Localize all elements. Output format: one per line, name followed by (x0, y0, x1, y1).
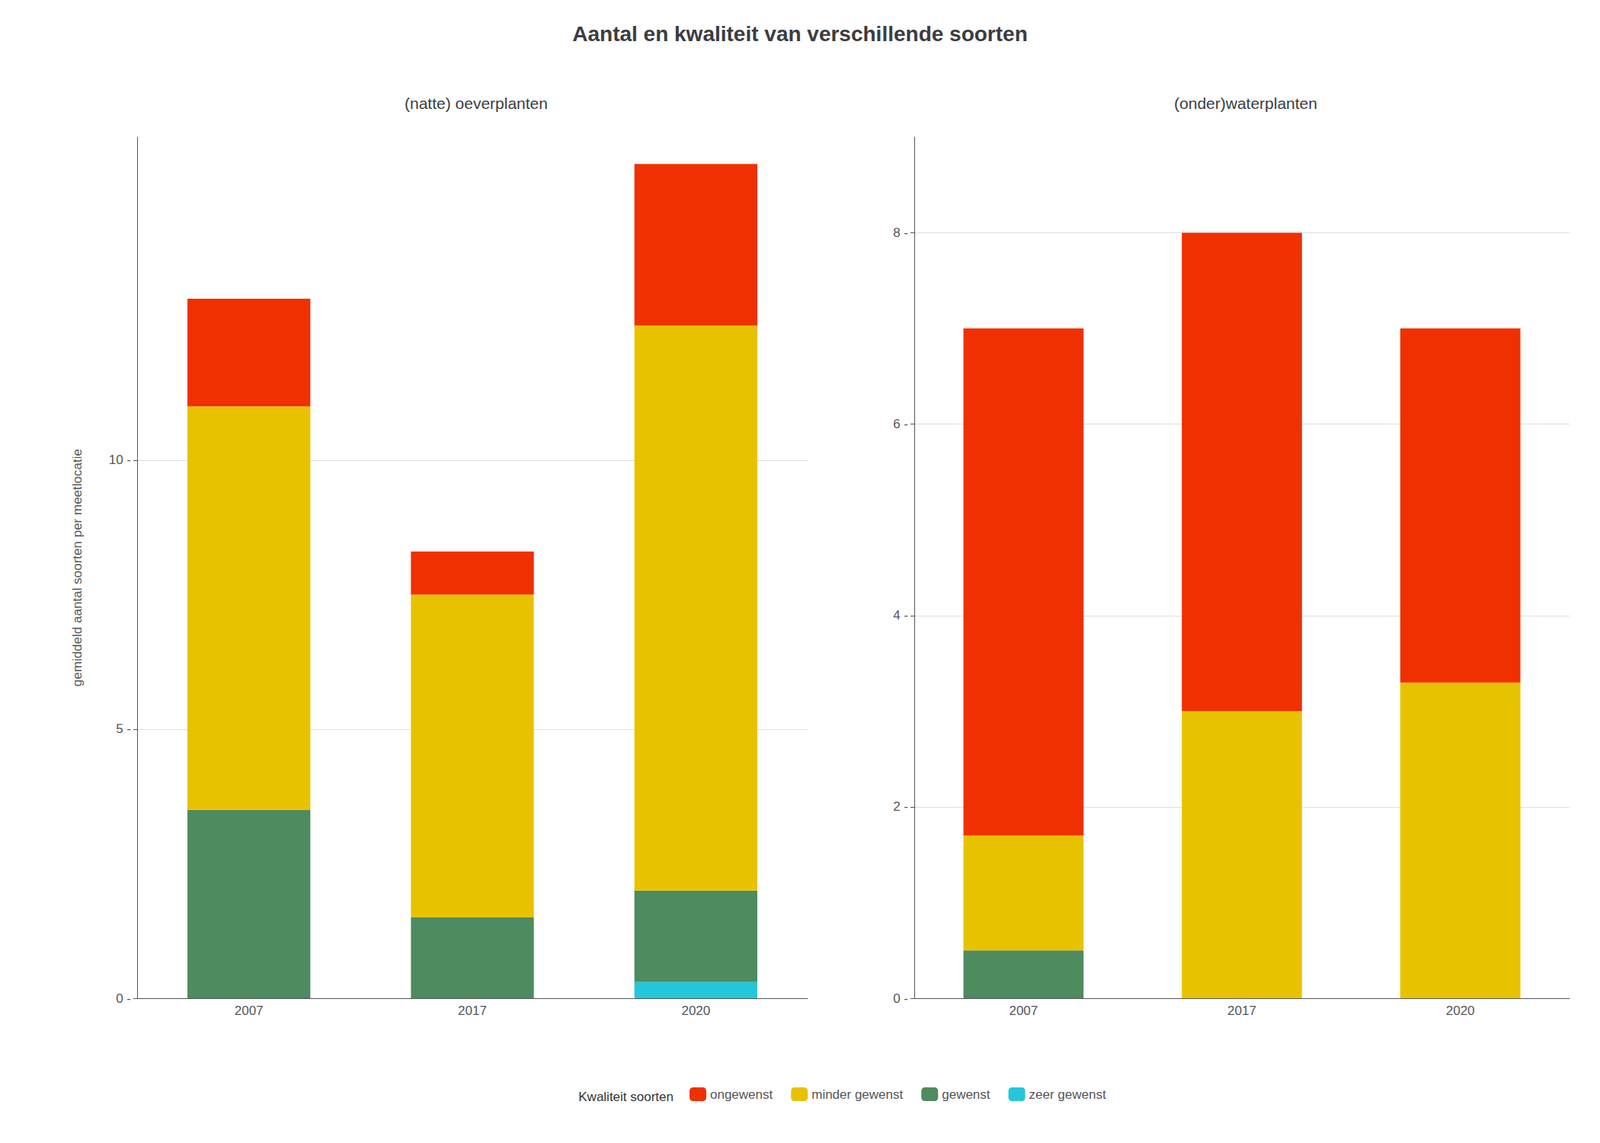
svg-text:(natte) oeverplanten: (natte) oeverplanten (404, 94, 548, 112)
svg-text:(onder)waterplanten: (onder)waterplanten (1174, 94, 1318, 112)
svg-text:2017: 2017 (457, 1003, 487, 1018)
svg-text:2020: 2020 (681, 1003, 711, 1018)
svg-text:2020: 2020 (1446, 1003, 1476, 1018)
svg-text:6 -: 6 - (892, 416, 909, 432)
svg-text:Aantal en kwaliteit van versch: Aantal en kwaliteit van verschillende so… (572, 22, 1028, 46)
svg-text:gewenst: gewenst (941, 1087, 991, 1102)
svg-text:4 -: 4 - (892, 608, 909, 623)
svg-text:5 -: 5 - (115, 721, 132, 736)
svg-text:2 -: 2 - (892, 799, 909, 814)
svg-text:gemiddeld aantal soorten per m: gemiddeld aantal soorten per meetlocatie (70, 448, 85, 687)
svg-text:2007: 2007 (1008, 1003, 1038, 1018)
svg-text:2007: 2007 (234, 1003, 264, 1018)
svg-text:8 -: 8 - (892, 225, 909, 240)
svg-text:0 -: 0 - (115, 991, 132, 1006)
svg-text:10 -: 10 - (108, 452, 132, 468)
svg-text:ongewenst: ongewenst (710, 1087, 774, 1102)
svg-text:0 -: 0 - (892, 991, 909, 1006)
svg-text:2017: 2017 (1227, 1003, 1257, 1018)
svg-text:zeer gewenst: zeer gewenst (1029, 1087, 1107, 1102)
svg-text:Kwaliteit soorten: Kwaliteit soorten (578, 1089, 674, 1104)
svg-text:minder gewenst: minder gewenst (811, 1087, 903, 1102)
